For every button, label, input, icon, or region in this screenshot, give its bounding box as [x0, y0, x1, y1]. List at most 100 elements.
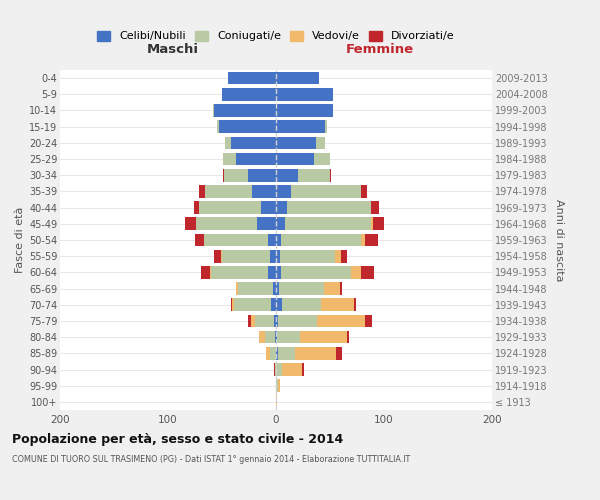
Bar [281, 234, 361, 246]
Bar [276, 298, 283, 311]
Bar [325, 120, 327, 133]
Bar [222, 88, 276, 101]
Bar [277, 331, 300, 344]
Bar [232, 298, 234, 311]
Bar [275, 331, 276, 344]
Bar [214, 250, 221, 262]
Bar [219, 120, 276, 133]
Bar [271, 298, 276, 311]
Bar [203, 234, 268, 246]
Bar [365, 314, 372, 328]
Text: Femmine: Femmine [346, 44, 414, 57]
Bar [229, 72, 276, 85]
Bar [291, 185, 361, 198]
Bar [234, 298, 271, 311]
Bar [276, 120, 325, 133]
Bar [276, 136, 316, 149]
Bar [276, 88, 333, 101]
Bar [278, 380, 280, 392]
Bar [276, 218, 284, 230]
Bar [276, 396, 277, 408]
Bar [337, 347, 342, 360]
Bar [322, 298, 354, 311]
Bar [284, 218, 371, 230]
Bar [199, 202, 261, 214]
Text: COMUNE DI TUORO SUL TRASIMENO (PG) - Dati ISTAT 1° gennaio 2014 - Elaborazione T: COMUNE DI TUORO SUL TRASIMENO (PG) - Dat… [12, 456, 410, 464]
Bar [248, 314, 251, 328]
Bar [214, 104, 276, 117]
Bar [365, 234, 377, 246]
Bar [252, 185, 276, 198]
Bar [280, 250, 335, 262]
Bar [278, 347, 295, 360]
Bar [279, 282, 323, 295]
Bar [266, 347, 269, 360]
Bar [276, 185, 291, 198]
Bar [276, 314, 278, 328]
Bar [265, 331, 275, 344]
Bar [230, 136, 276, 149]
Bar [236, 152, 276, 166]
Bar [202, 266, 210, 278]
Bar [276, 331, 277, 344]
Bar [276, 104, 333, 117]
Bar [269, 347, 276, 360]
Bar [221, 250, 222, 262]
Text: Maschi: Maschi [146, 44, 199, 57]
Bar [330, 169, 331, 181]
Bar [199, 185, 205, 198]
Bar [251, 314, 256, 328]
Bar [269, 250, 276, 262]
Bar [256, 314, 274, 328]
Bar [223, 169, 224, 181]
Bar [211, 266, 268, 278]
Bar [274, 363, 275, 376]
Bar [276, 234, 281, 246]
Bar [316, 136, 325, 149]
Bar [276, 250, 280, 262]
Bar [276, 72, 319, 85]
Bar [347, 331, 349, 344]
Bar [300, 331, 347, 344]
Bar [278, 314, 317, 328]
Text: Popolazione per età, sesso e stato civile - 2014: Popolazione per età, sesso e stato civil… [12, 432, 343, 446]
Bar [217, 120, 219, 133]
Bar [371, 202, 379, 214]
Bar [238, 282, 273, 295]
Bar [268, 234, 276, 246]
Bar [205, 185, 252, 198]
Bar [236, 282, 238, 295]
Bar [225, 136, 230, 149]
Bar [210, 266, 211, 278]
Bar [276, 202, 287, 214]
Bar [350, 266, 361, 278]
Bar [275, 363, 276, 376]
Bar [185, 218, 196, 230]
Bar [194, 202, 199, 214]
Bar [230, 298, 232, 311]
Bar [248, 169, 276, 181]
Bar [317, 314, 365, 328]
Bar [257, 218, 276, 230]
Bar [335, 250, 341, 262]
Bar [298, 169, 330, 181]
Legend: Celibi/Nubili, Coniugati/e, Vedovi/e, Divorziati/e: Celibi/Nubili, Coniugati/e, Vedovi/e, Di… [93, 26, 459, 46]
Bar [283, 298, 322, 311]
Y-axis label: Fasce di età: Fasce di età [14, 207, 25, 273]
Bar [361, 266, 374, 278]
Bar [373, 218, 384, 230]
Bar [268, 266, 276, 278]
Bar [261, 202, 276, 214]
Bar [371, 218, 373, 230]
Bar [274, 314, 276, 328]
Bar [361, 185, 367, 198]
Bar [287, 202, 371, 214]
Bar [276, 347, 278, 360]
Bar [341, 250, 347, 262]
Bar [196, 218, 257, 230]
Bar [224, 169, 248, 181]
Bar [276, 266, 281, 278]
Bar [276, 282, 279, 295]
Bar [302, 363, 304, 376]
Bar [276, 169, 298, 181]
